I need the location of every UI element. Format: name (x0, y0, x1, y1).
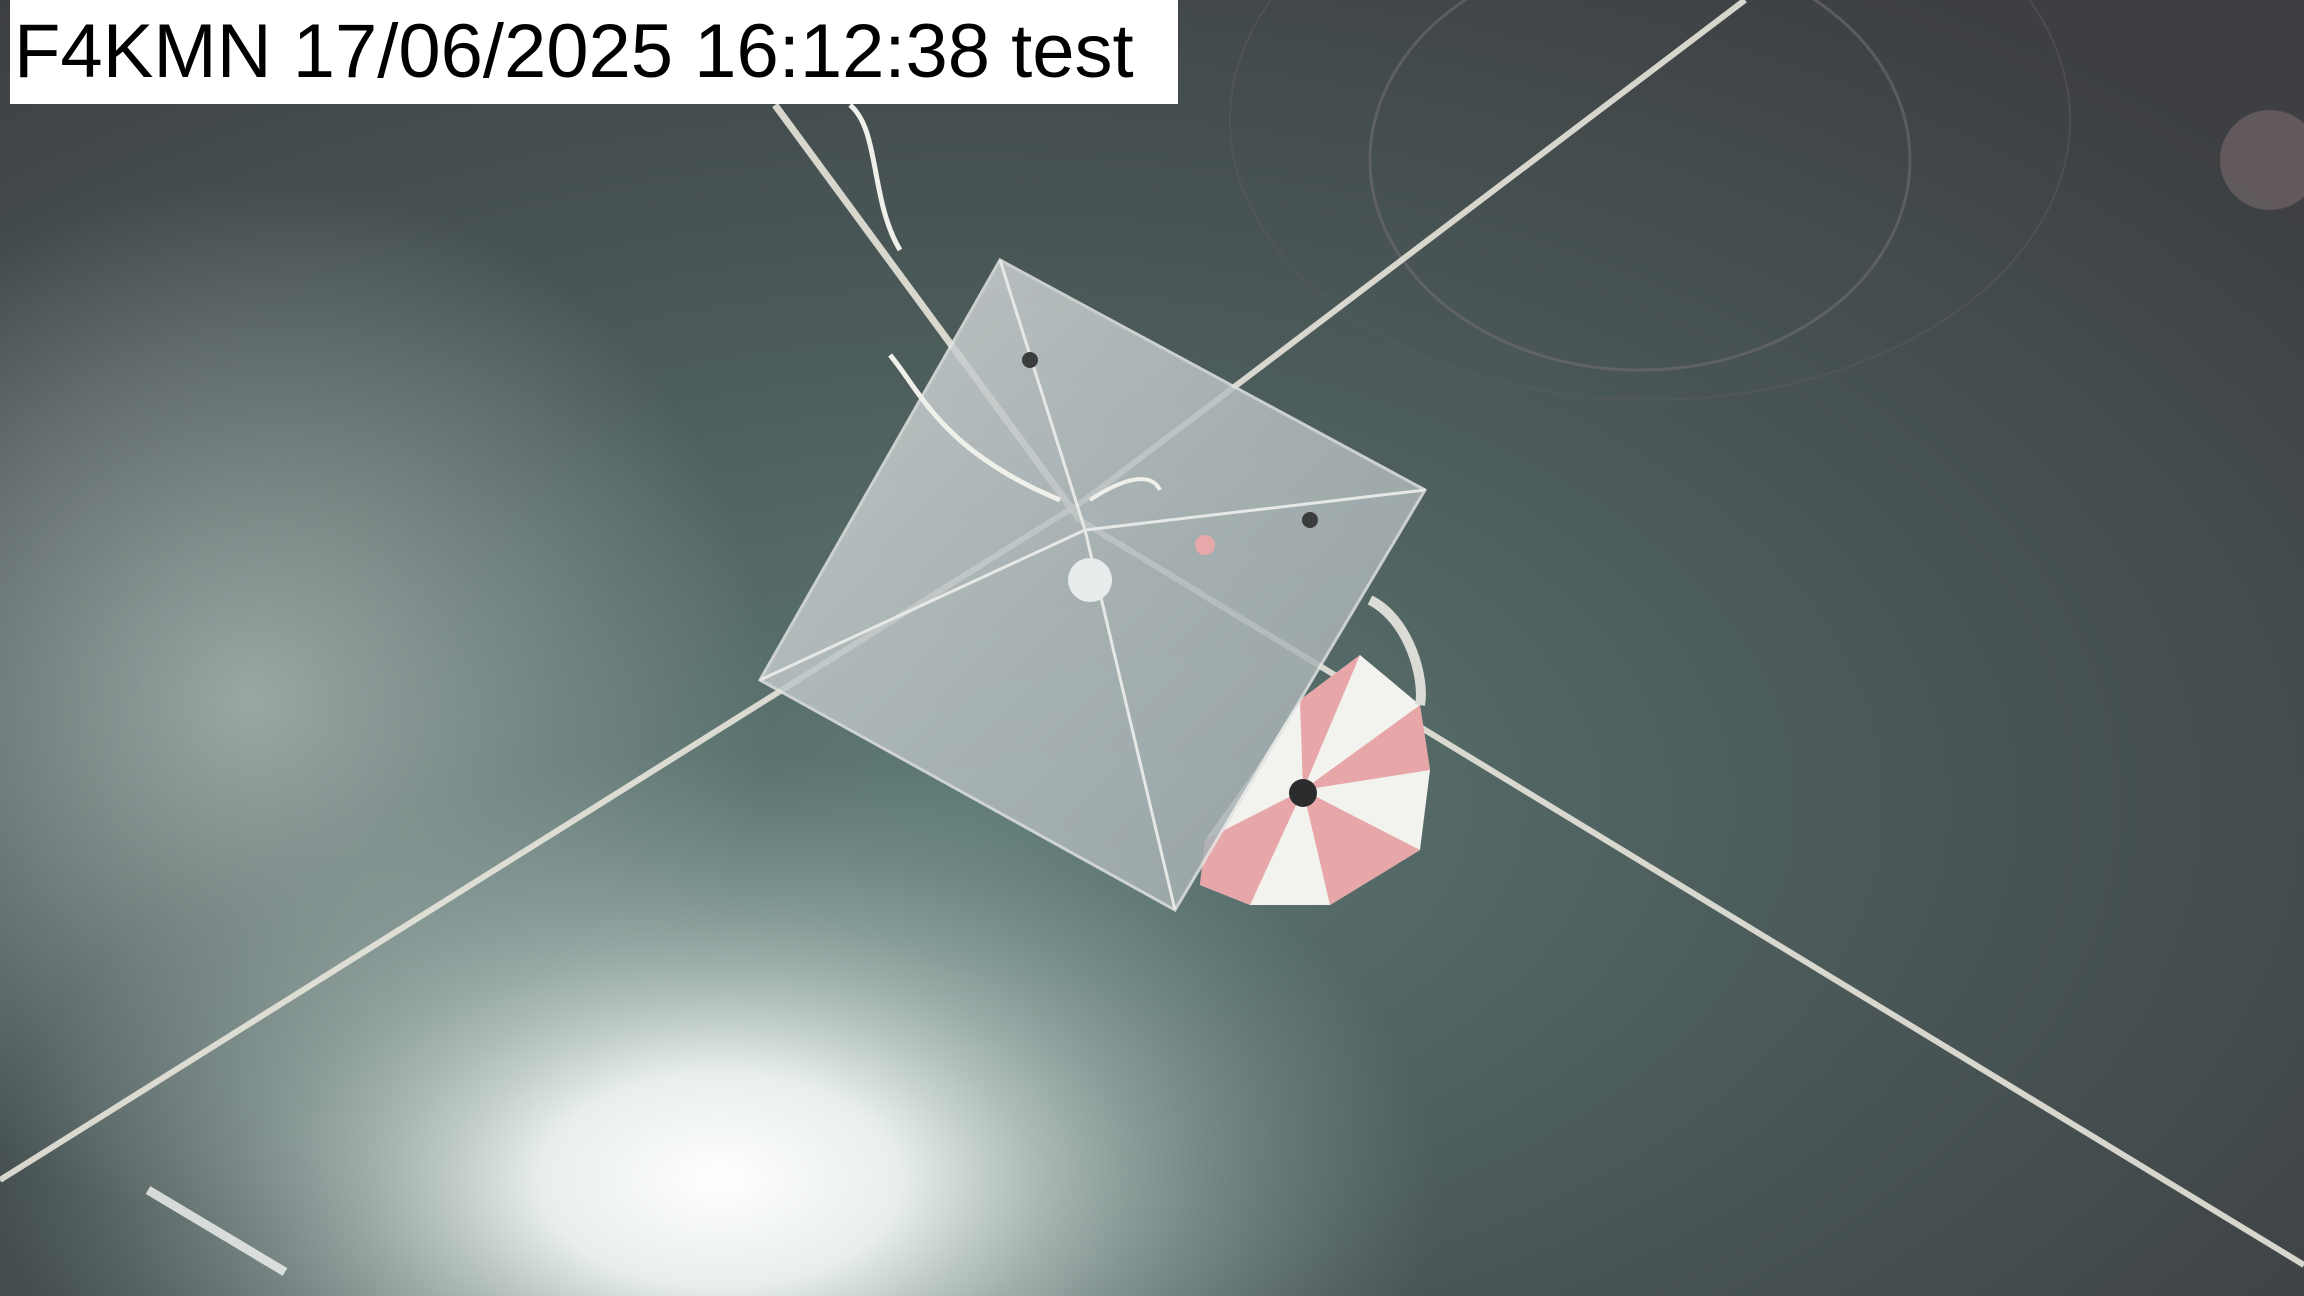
lens-flare-ring (1368, 0, 1912, 372)
tape-strand-left (888, 353, 1061, 503)
light-streak (145, 1186, 288, 1276)
sun-glare (0, 750, 1440, 1296)
tape-strand (848, 103, 903, 252)
parachute (1200, 595, 1430, 905)
timestamp-caption: F4KMN 17/06/2025 16:12:38 test (10, 0, 1178, 104)
corner-reflector (757, 257, 1428, 913)
tape-strand-right (1088, 477, 1162, 502)
lens-flare-ring-outer (1229, 0, 2071, 401)
lens-flare-spot (2220, 110, 2304, 210)
